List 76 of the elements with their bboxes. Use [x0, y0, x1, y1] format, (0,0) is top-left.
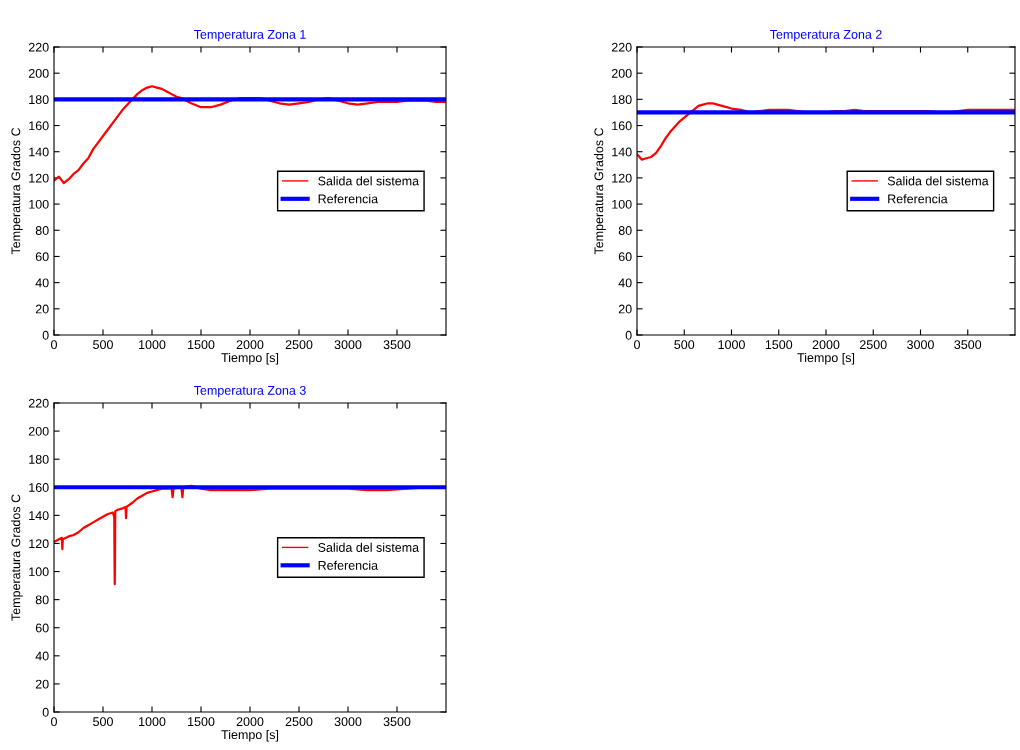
y-tick-label: 180 [29, 454, 49, 464]
y-tick-label: 80 [35, 595, 49, 605]
y-tick-label: 20 [35, 304, 49, 314]
legend-label: Salida del sistema [318, 542, 420, 552]
y-tick-label: 140 [612, 147, 632, 157]
x-tick-label: 3000 [907, 340, 934, 350]
y-tick-label: 100 [29, 199, 49, 209]
y-tick-label: 100 [612, 199, 632, 209]
y-tick-label: 40 [35, 278, 49, 288]
x-tick-label: 3500 [383, 717, 411, 727]
x-tick-label: 1000 [139, 340, 166, 350]
y-tick-label: 20 [618, 304, 632, 314]
y-tick-label: 220 [28, 398, 49, 408]
x-axis-title: Tiempo [s] [221, 352, 279, 365]
x-tick-label: 2000 [812, 340, 840, 350]
y-tick-label: 120 [29, 539, 49, 549]
y-tick-label: 100 [29, 567, 49, 577]
x-tick-label: 1000 [139, 717, 166, 727]
y-tick-label: 40 [35, 651, 49, 661]
x-axis-title: Tiempo [s] [221, 729, 279, 742]
chart-title: Temperatura Zona 2 [770, 29, 882, 42]
y-tick-label: 40 [618, 278, 632, 288]
x-tick-label: 500 [93, 340, 113, 350]
x-tick-label: 3500 [383, 340, 411, 350]
x-tick-label: 2000 [236, 340, 264, 350]
x-tick-label: 1500 [188, 340, 215, 350]
x-tick-label: 3500 [954, 340, 982, 350]
y-tick-label: 180 [612, 95, 632, 105]
y-axis-title: Temperatura Grados C [11, 494, 23, 621]
x-tick-label: 500 [93, 717, 113, 727]
x-tick-label: 0 [51, 717, 57, 727]
y-tick-label: 140 [29, 511, 49, 521]
y-tick-label: 60 [35, 252, 49, 262]
y-tick-label: 80 [35, 226, 49, 235]
x-tick-label: 2500 [285, 717, 313, 727]
x-tick-label: 0 [634, 340, 640, 350]
y-tick-label: 0 [42, 707, 49, 717]
y-tick-label: 200 [28, 426, 49, 436]
y-tick-label: 60 [35, 623, 49, 633]
x-axis-title: Tiempo [s] [797, 352, 855, 365]
legend-label: Salida del sistema [318, 176, 420, 186]
x-tick-label: 3000 [334, 340, 362, 350]
legend-label: Referencia [318, 194, 379, 204]
chart-title: Temperatura Zona 1 [194, 30, 306, 42]
y-tick-label: 200 [28, 68, 49, 78]
legend-label: Referencia [318, 560, 379, 570]
y-tick-label: 140 [29, 147, 49, 157]
x-tick-label: 2500 [285, 340, 313, 350]
y-tick-label: 220 [28, 42, 49, 52]
y-axis-title: Temperatura Grados C [11, 127, 23, 255]
y-tick-label: 0 [625, 330, 632, 340]
x-tick-label: 1500 [765, 340, 793, 350]
legend-label: Referencia [888, 194, 948, 204]
y-tick-label: 160 [29, 483, 49, 492]
y-tick-label: 120 [612, 173, 632, 183]
x-tick-label: 2000 [236, 717, 264, 727]
x-tick-label: 0 [51, 340, 57, 350]
y-tick-label: 180 [29, 95, 49, 105]
legend-label: Salida del sistema [887, 176, 989, 186]
y-tick-label: 160 [29, 121, 49, 131]
y-tick-label: 120 [29, 173, 49, 183]
x-tick-label: 2500 [859, 340, 887, 350]
line-series [54, 85, 446, 185]
y-tick-label: 200 [611, 68, 632, 78]
y-tick-label: 80 [618, 226, 632, 235]
y-tick-label: 160 [612, 121, 632, 131]
y-tick-label: 0 [42, 330, 49, 340]
y-tick-label: 220 [611, 42, 632, 52]
y-tick-label: 20 [35, 679, 49, 689]
x-tick-label: 1000 [718, 340, 745, 350]
y-axis-title: Temperatura Grados C [594, 127, 606, 255]
x-tick-label: 500 [674, 340, 695, 350]
y-tick-label: 60 [618, 252, 632, 262]
chart-title: Temperatura Zona 3 [194, 385, 306, 398]
x-tick-label: 3000 [334, 717, 362, 727]
x-tick-label: 1500 [188, 717, 215, 727]
